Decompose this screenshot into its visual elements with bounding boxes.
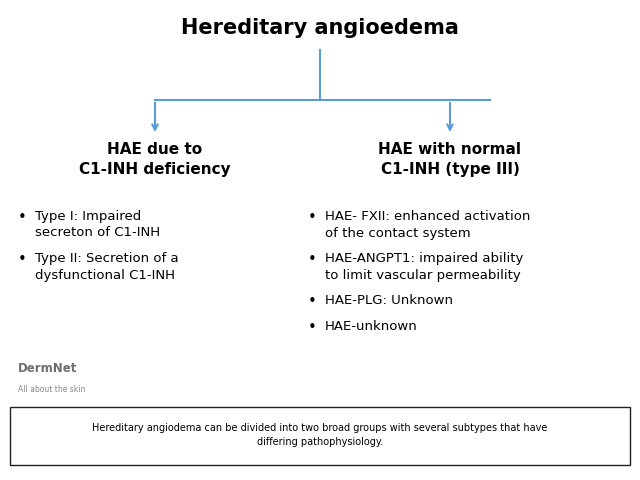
Text: •: • — [308, 252, 317, 267]
Text: HAE-ANGPT1: impaired ability
to limit vascular permeability: HAE-ANGPT1: impaired ability to limit va… — [325, 252, 524, 282]
Text: DermNet: DermNet — [18, 362, 77, 375]
Text: •: • — [18, 210, 27, 225]
Text: •: • — [308, 210, 317, 225]
Text: Type I: Impaired
secreton of C1-INH: Type I: Impaired secreton of C1-INH — [35, 210, 160, 240]
Text: Hereditary angioedema: Hereditary angioedema — [181, 18, 459, 38]
Text: HAE-unknown: HAE-unknown — [325, 320, 418, 333]
Text: HAE with normal
C1-INH (type III): HAE with normal C1-INH (type III) — [378, 142, 522, 177]
Text: •: • — [308, 294, 317, 310]
Text: HAE-PLG: Unknown: HAE-PLG: Unknown — [325, 294, 453, 307]
Text: All about the skin: All about the skin — [18, 385, 85, 394]
Text: Type II: Secretion of a
dysfunctional C1-INH: Type II: Secretion of a dysfunctional C1… — [35, 252, 179, 282]
Text: •: • — [18, 252, 27, 267]
Text: HAE due to
C1-INH deficiency: HAE due to C1-INH deficiency — [79, 142, 231, 177]
Text: Hereditary angiodema can be divided into two broad groups with several subtypes : Hereditary angiodema can be divided into… — [92, 423, 548, 447]
Text: HAE- FXII: enhanced activation
of the contact system: HAE- FXII: enhanced activation of the co… — [325, 210, 531, 240]
Text: •: • — [308, 320, 317, 335]
Bar — [10, 407, 630, 465]
